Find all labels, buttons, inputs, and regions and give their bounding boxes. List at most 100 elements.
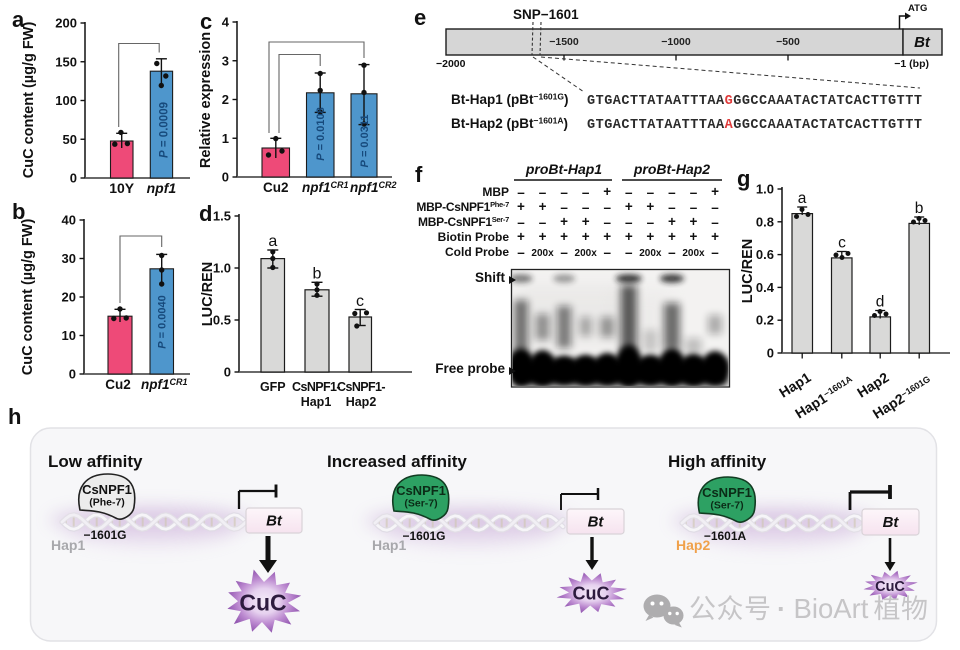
svg-text:LUC/REN: LUC/REN: [200, 262, 216, 326]
svg-text:0.8: 0.8: [756, 214, 774, 229]
svg-text:a: a: [268, 233, 277, 250]
svg-text:(Phe-7): (Phe-7): [89, 496, 125, 508]
svg-text:–: –: [711, 200, 719, 215]
svg-text:–: –: [560, 185, 568, 200]
svg-text:–: –: [625, 245, 633, 260]
svg-text:Bt: Bt: [588, 514, 605, 531]
svg-text:2: 2: [222, 92, 229, 107]
svg-text:–: –: [560, 245, 568, 260]
svg-text:0: 0: [222, 170, 229, 185]
svg-text:Increased affinity: Increased affinity: [327, 452, 467, 471]
svg-text:f: f: [415, 162, 423, 187]
svg-text:+: +: [582, 229, 590, 244]
svg-text:h: h: [8, 404, 21, 429]
svg-text:Hap1: Hap1: [372, 537, 406, 553]
svg-text:Free probe: Free probe: [435, 361, 505, 376]
svg-text:ATG: ATG: [908, 3, 927, 14]
svg-text:−1601G: −1601G: [83, 528, 126, 542]
svg-text:–: –: [539, 215, 547, 230]
svg-text:MBP: MBP: [482, 185, 509, 199]
svg-text:(Ser-7): (Ser-7): [710, 499, 743, 511]
svg-text:–: –: [668, 245, 676, 260]
svg-text:+: +: [582, 214, 590, 229]
svg-text:–: –: [668, 185, 676, 200]
svg-text:0.2: 0.2: [756, 313, 774, 328]
svg-text:Low affinity: Low affinity: [48, 452, 143, 471]
svg-text:Biotin Probe: Biotin Probe: [438, 230, 510, 244]
svg-text:10Y: 10Y: [109, 180, 135, 196]
svg-text:+: +: [560, 229, 568, 244]
svg-text:0: 0: [70, 171, 77, 186]
svg-text:–: –: [625, 185, 633, 200]
svg-text:100: 100: [55, 93, 77, 108]
svg-text:–: –: [711, 245, 719, 260]
svg-text:proBt-Hap2: proBt-Hap2: [633, 161, 710, 177]
svg-text:200x: 200x: [639, 248, 662, 259]
svg-text:0.5: 0.5: [213, 313, 231, 328]
svg-text:Bt: Bt: [883, 514, 900, 531]
svg-text:Cu2: Cu2: [263, 180, 289, 195]
svg-text:CuC: CuC: [573, 583, 610, 603]
svg-text:200x: 200x: [531, 248, 554, 259]
svg-text:0.6: 0.6: [756, 247, 774, 262]
svg-text:a: a: [12, 7, 25, 32]
svg-text:CsNPF1-: CsNPF1-: [337, 380, 385, 394]
svg-text:BioArt: BioArt: [794, 593, 869, 624]
svg-text:–: –: [647, 185, 655, 200]
svg-text:Bt: Bt: [914, 34, 931, 51]
svg-text:−2000: −2000: [436, 58, 466, 70]
svg-text:−500: −500: [776, 36, 800, 48]
svg-text:c: c: [356, 293, 364, 310]
svg-text:Relative expression: Relative expression: [198, 32, 214, 168]
svg-text:+: +: [668, 214, 676, 229]
svg-text:–: –: [711, 215, 719, 230]
svg-text:Shift: Shift: [475, 270, 505, 285]
svg-text:50: 50: [63, 132, 77, 147]
svg-text:–: –: [647, 215, 655, 230]
svg-text:−1 (bp): −1 (bp): [894, 58, 929, 70]
svg-text:LUC/REN: LUC/REN: [740, 239, 756, 303]
svg-text:(Ser-7): (Ser-7): [404, 497, 437, 509]
svg-text:200: 200: [55, 16, 77, 31]
svg-text:0: 0: [224, 365, 231, 380]
svg-text:1.0: 1.0: [756, 182, 774, 197]
svg-text:+: +: [690, 214, 698, 229]
svg-text:3: 3: [222, 53, 229, 68]
svg-text:Hap2: Hap2: [676, 537, 710, 553]
svg-text:−1500: −1500: [549, 36, 579, 48]
svg-text:+: +: [711, 184, 719, 199]
svg-text:–: –: [517, 215, 525, 230]
svg-text:P = 0.0009: P = 0.0009: [159, 102, 171, 158]
svg-text:–: –: [625, 215, 633, 230]
svg-text:20: 20: [62, 290, 76, 305]
svg-text:–: –: [603, 200, 611, 215]
svg-text:SNP−1601: SNP−1601: [513, 7, 579, 22]
svg-text:+: +: [560, 214, 568, 229]
svg-text:+: +: [603, 184, 611, 199]
svg-text:CuC: CuC: [875, 579, 905, 595]
svg-text:1.5: 1.5: [213, 209, 231, 224]
svg-text:–: –: [582, 200, 590, 215]
svg-text:CuC content (µg/g FW): CuC content (µg/g FW): [21, 22, 37, 179]
svg-text:+: +: [646, 199, 654, 214]
svg-text:MBP-CsNPF1Ser-7: MBP-CsNPF1Ser-7: [418, 215, 509, 229]
svg-text:e: e: [414, 5, 426, 30]
svg-text:b: b: [915, 200, 924, 217]
svg-text:0.4: 0.4: [756, 280, 775, 295]
svg-text:npf1: npf1: [147, 180, 177, 196]
svg-text:150: 150: [55, 54, 77, 69]
svg-text:c: c: [200, 9, 212, 34]
svg-text:1: 1: [222, 131, 229, 146]
svg-text:P = 0.0311: P = 0.0311: [359, 115, 371, 168]
svg-text:d: d: [876, 294, 885, 311]
svg-text:Hap1: Hap1: [301, 395, 332, 409]
svg-text:a: a: [798, 190, 807, 207]
svg-text:MBP-CsNPF1Phe-7: MBP-CsNPF1Phe-7: [416, 200, 509, 214]
svg-text:200x: 200x: [575, 248, 598, 259]
svg-text:–: –: [517, 245, 525, 260]
svg-text:Hap2: Hap2: [346, 395, 377, 409]
svg-text:40: 40: [62, 213, 76, 228]
svg-text:−1601A: −1601A: [704, 529, 747, 543]
svg-text:+: +: [690, 229, 698, 244]
svg-text:GFP: GFP: [260, 380, 286, 394]
